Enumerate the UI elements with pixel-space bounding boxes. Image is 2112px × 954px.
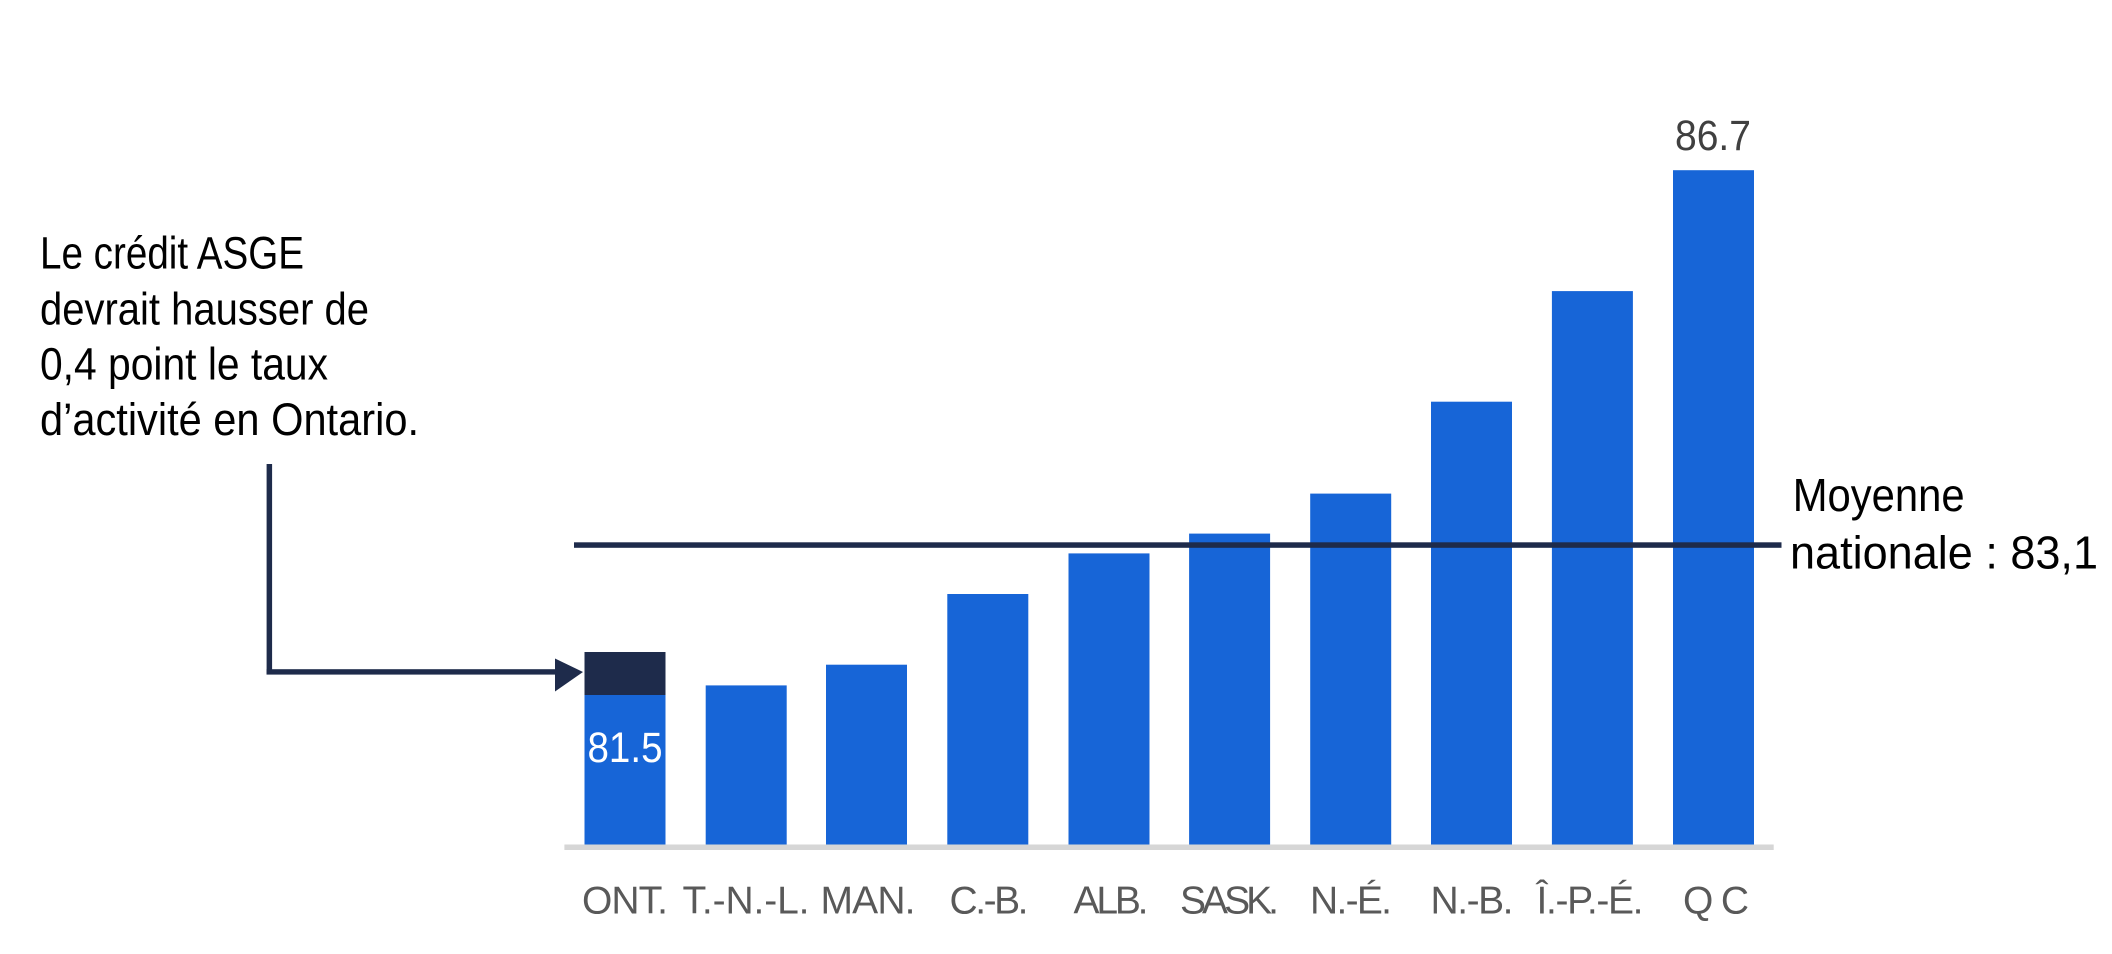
svg-text:SASK.: SASK. [1180,880,1279,923]
svg-text:devrait hausser de: devrait hausser de [40,284,369,335]
svg-text:C.-B.: C.-B. [950,880,1029,923]
svg-text:MAN.: MAN. [821,880,916,923]
svg-text:86.7: 86.7 [1675,113,1751,160]
svg-text:ALB.: ALB. [1074,880,1149,923]
svg-text:nationale : 83,1: nationale : 83,1 [1790,527,2098,579]
svg-text:N.-É.: N.-É. [1310,880,1392,923]
svg-text:T.-N.-L.: T.-N.-L. [683,880,810,923]
svg-text:ONT.: ONT. [582,880,668,923]
svg-text:81.5: 81.5 [588,725,663,772]
svg-text:d’activité en Ontario.: d’activité en Ontario. [40,394,419,445]
svg-text:0,4 point le taux: 0,4 point le taux [40,339,328,390]
svg-text:N.-B.: N.-B. [1431,880,1514,923]
svg-text:Moyenne: Moyenne [1793,469,1965,521]
svg-text:Le crédit ASGE: Le crédit ASGE [40,228,304,279]
svg-text:Î.-P.-É.: Î.-P.-É. [1536,880,1644,923]
